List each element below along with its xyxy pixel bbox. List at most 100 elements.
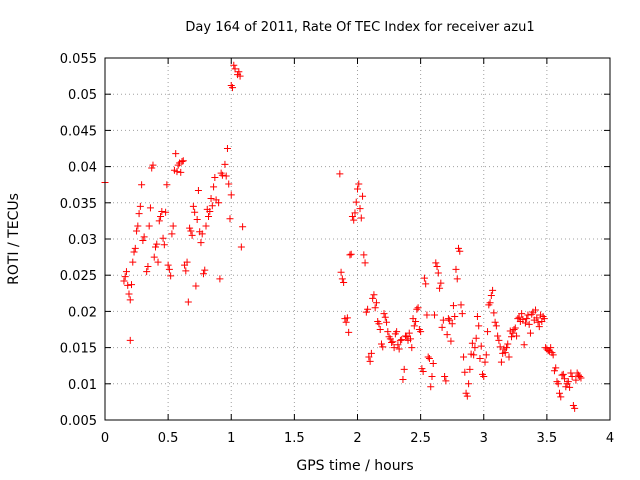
data-point <box>169 222 177 230</box>
data-point <box>356 205 364 213</box>
data-point <box>515 313 523 321</box>
data-point <box>461 368 469 376</box>
data-point <box>453 275 461 283</box>
data-point <box>460 353 468 361</box>
data-point <box>526 329 534 337</box>
data-point <box>207 194 215 202</box>
data-point <box>492 322 500 330</box>
data-point <box>520 341 528 349</box>
data-point <box>403 333 411 341</box>
chart-title: Day 164 of 2011, Rate Of TEC Index for r… <box>185 20 534 35</box>
data-point <box>375 320 383 328</box>
data-point <box>505 353 513 361</box>
data-point <box>491 318 499 326</box>
data-point <box>227 191 235 199</box>
data-point <box>547 344 555 352</box>
data-point <box>155 217 163 225</box>
data-point <box>495 336 503 344</box>
data-point <box>357 214 365 222</box>
data-point <box>346 251 354 259</box>
data-point <box>496 343 504 351</box>
data-point <box>398 336 406 344</box>
data-point <box>471 344 479 352</box>
data-point <box>407 335 415 343</box>
data-point <box>524 311 532 319</box>
data-point <box>160 241 168 249</box>
data-point <box>145 222 153 230</box>
x-tick-label: 3.5 <box>537 431 558 446</box>
y-tick-label: 0.005 <box>60 414 97 429</box>
data-point <box>150 253 158 261</box>
data-point <box>343 314 351 322</box>
data-point <box>443 331 451 339</box>
x-tick-label: 3 <box>480 431 488 446</box>
data-point <box>475 322 483 330</box>
x-tick-label: 0.5 <box>158 431 179 446</box>
y-tick-label: 0.045 <box>60 124 97 139</box>
data-point <box>550 367 558 375</box>
data-point <box>576 373 584 381</box>
data-point <box>136 202 144 210</box>
data-point <box>511 324 519 332</box>
data-point <box>128 281 136 289</box>
data-point <box>157 213 165 221</box>
data-point <box>436 284 444 292</box>
data-point <box>447 337 455 345</box>
data-point <box>390 344 398 352</box>
data-point <box>221 160 229 168</box>
data-point <box>420 274 428 282</box>
data-point <box>168 230 176 238</box>
data-point <box>338 275 346 283</box>
data-point <box>371 304 379 312</box>
data-point <box>476 354 484 362</box>
data-point <box>149 161 157 169</box>
data-point <box>360 251 368 259</box>
data-point <box>140 233 148 241</box>
data-point <box>126 336 134 344</box>
data-point <box>187 227 195 235</box>
data-point <box>143 268 151 276</box>
data-point <box>365 353 373 361</box>
data-point <box>366 357 374 365</box>
y-tick-labels: 0.005 0.01 0.015 0.02 0.025 0.03 0.035 0.04 0.04… <box>60 52 97 429</box>
data-point <box>225 180 233 188</box>
data-point <box>178 158 186 166</box>
data-point <box>380 310 388 318</box>
data-point <box>477 342 485 350</box>
data-point <box>497 358 505 366</box>
data-point <box>135 210 143 218</box>
data-point <box>519 315 527 323</box>
data-point <box>210 183 218 191</box>
y-tick-label: 0.02 <box>68 305 97 320</box>
x-tick-label: 2.5 <box>410 431 431 446</box>
data-point <box>131 244 139 252</box>
data-point <box>451 312 459 320</box>
data-point <box>362 308 370 316</box>
data-point <box>383 318 391 326</box>
data-point <box>138 181 146 189</box>
data-point <box>401 332 409 340</box>
axis-ticks <box>104 57 611 421</box>
x-tick-label: 1 <box>227 431 235 446</box>
data-point <box>148 164 156 172</box>
data-point <box>218 171 226 179</box>
data-point <box>202 222 210 230</box>
data-point <box>486 299 494 307</box>
data-point <box>208 202 216 210</box>
data-point <box>226 215 234 223</box>
data-point <box>206 207 214 215</box>
data-point <box>423 311 431 319</box>
data-point <box>154 258 162 266</box>
data-point <box>410 322 418 330</box>
data-point <box>494 332 502 340</box>
data-point <box>504 340 512 348</box>
data-point <box>354 185 361 193</box>
data-point <box>177 168 185 176</box>
data-point <box>535 323 543 331</box>
data-point <box>139 236 147 244</box>
data-point <box>481 358 489 366</box>
data-point <box>215 199 223 207</box>
data-point <box>345 328 353 336</box>
data-point <box>395 345 403 353</box>
